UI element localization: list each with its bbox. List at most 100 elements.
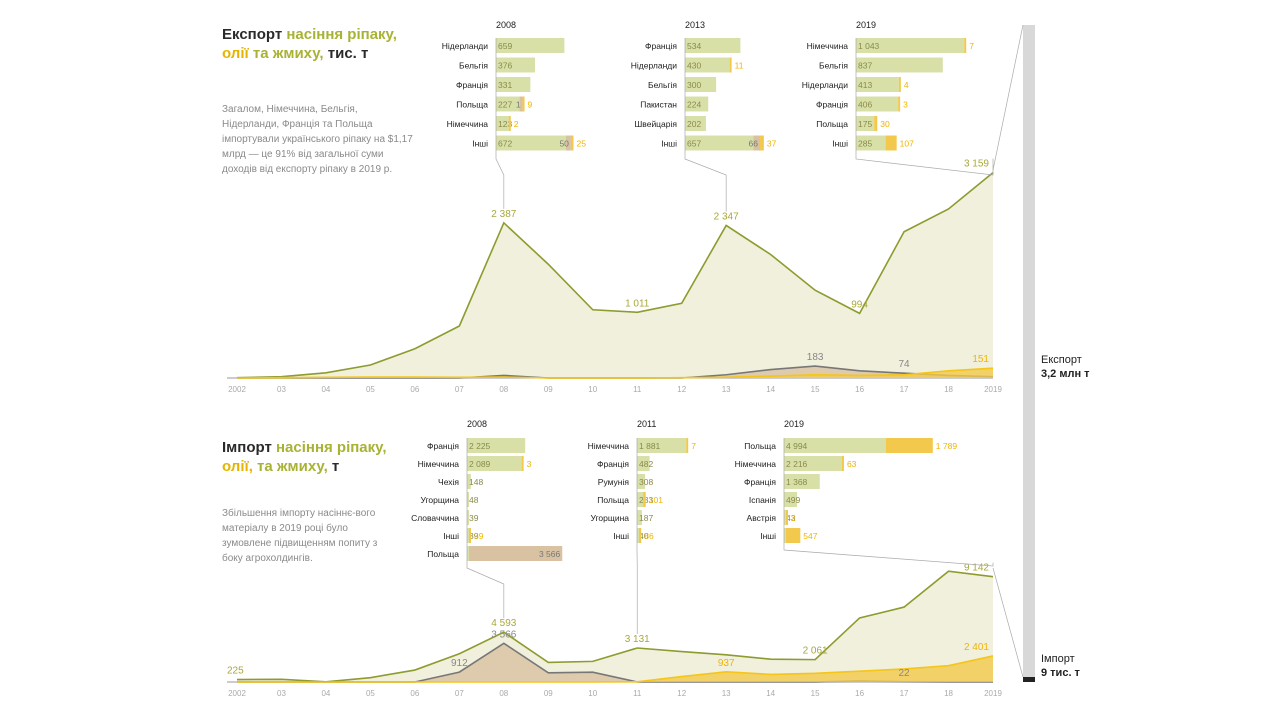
export-scale-connector — [992, 24, 1024, 171]
import-breakdown-seed-value: 48 — [469, 495, 479, 505]
export-breakdown-seed-bar — [685, 57, 730, 73]
export-breakdown-country: Німеччина — [447, 119, 489, 129]
export-breakdown-oil-value: 3 — [903, 100, 908, 110]
export-breakdown-seed-bar — [496, 116, 509, 131]
import-breakdown-oil-value: 39 — [474, 531, 484, 541]
export-value-label: 74 — [898, 359, 910, 370]
export-breakdown-oil-bar — [898, 77, 901, 92]
import-breakdown-oil-value: 1 789 — [936, 441, 958, 451]
export-breakdown-seed-value: 285 — [858, 139, 872, 149]
export-breakdown-meal-bar — [753, 135, 761, 151]
import-breakdown-seed-bar — [467, 438, 526, 453]
import-x-tick: 04 — [321, 689, 330, 698]
import-breakdown-seed-value: 148 — [469, 477, 483, 487]
import-breakdown-oil-bar — [786, 528, 801, 543]
import-breakdown-seed-value: 1 881 — [639, 441, 661, 451]
import-breakdown-seed-bar — [637, 528, 639, 543]
export-breakdown-seed-bar — [496, 57, 536, 73]
import-breakdown-oil-bar — [639, 528, 642, 543]
import-breakdown-seed-bar — [637, 510, 642, 525]
export-breakdown-oil-bar — [874, 116, 878, 131]
export-x-tick: 18 — [944, 385, 953, 394]
import-x-tick: 13 — [722, 689, 731, 698]
import-x-tick: 12 — [677, 689, 686, 698]
export-x-tick: 08 — [499, 385, 508, 394]
export-breakdown-meal-value: 66 — [749, 139, 759, 149]
export-breakdown-country: Польща — [456, 100, 488, 110]
export-breakdown-seed-value: 331 — [498, 80, 512, 90]
export-description: Загалом, Німеччина, Бельгія, Нідерланди,… — [222, 104, 413, 175]
import-breakdown-year: 2011 — [637, 419, 656, 429]
import-breakdown-seed-bar — [467, 456, 522, 471]
export-breakdown-oil-bar — [729, 57, 732, 73]
import-breakdown-seed-value: 233 — [639, 495, 653, 505]
import-x-tick: 10 — [588, 689, 597, 698]
import-breakdown-seed-value: 39 — [469, 531, 479, 541]
import-x-tick: 14 — [766, 689, 775, 698]
import-value-label: 3 131 — [625, 634, 650, 645]
import-breakdown-country: Німеччина — [588, 441, 630, 451]
export-x-tick: 14 — [766, 385, 775, 394]
export-breakdown-country: Німеччина — [807, 41, 849, 51]
import-breakdown-country: Угорщина — [590, 513, 629, 523]
export-x-tick: 17 — [900, 385, 909, 394]
export-breakdown-seed-bar — [856, 116, 875, 131]
import-breakdown-seed-value: 43 — [786, 513, 796, 523]
export-breakdown-country: Нідерланди — [442, 41, 488, 51]
import-breakdown-seed-bar — [784, 456, 842, 471]
import-breakdown-seed-bar — [467, 474, 471, 489]
import-oil-area — [237, 655, 993, 682]
import-value-label: 912 — [451, 658, 468, 669]
export-value-label: 3 159 — [964, 159, 989, 170]
export-breakdown-oil-value: 37 — [767, 139, 777, 149]
export-breakdown-seed-value: 175 — [858, 119, 872, 129]
export-breakdown-seed-value: 430 — [687, 61, 701, 71]
export-x-tick: 04 — [321, 385, 330, 394]
export-breakdown-oil-value: 4 — [904, 80, 909, 90]
export-value-label: 2 387 — [491, 209, 516, 220]
import-breakdown-seed-value: 482 — [639, 459, 653, 469]
import-breakdown-seed-value: 2 216 — [786, 459, 808, 469]
export-breakdown-oil-bar — [522, 96, 525, 112]
import-breakdown-country: Іспанія — [749, 495, 777, 505]
import-breakdown-seed-value: 40 — [639, 531, 649, 541]
export-breakdown-year: 2019 — [856, 20, 876, 30]
export-x-tick: 09 — [544, 385, 553, 394]
export-x-tick: 03 — [277, 385, 286, 394]
export-breakdown-country: Інші — [832, 139, 848, 149]
import-value-label: 225 — [227, 666, 244, 677]
import-breakdown-country: Словаччина — [411, 513, 459, 523]
export-x-tick: 12 — [677, 385, 686, 394]
import-value-label: 2 061 — [803, 646, 828, 657]
import-x-tick: 08 — [499, 689, 508, 698]
export-title: Експорт насіння ріпаку, олії та жмиху, т… — [222, 26, 397, 62]
import-breakdown-seed-value: 39 — [469, 513, 479, 523]
export-breakdown-seed-value: 672 — [498, 139, 512, 149]
export-breakdown-country: Франція — [456, 80, 488, 90]
export-value-label: 994 — [851, 299, 868, 310]
export-breakdown-country: Нідерланди — [802, 80, 848, 90]
export-breakdown-seed-value: 300 — [687, 80, 701, 90]
import-value-label: 937 — [718, 658, 735, 669]
import-x-tick: 07 — [455, 689, 464, 698]
export-x-tick: 05 — [366, 385, 375, 394]
import-breakdown-seed-value: 2 225 — [469, 441, 491, 451]
import-value-label: 4 593 — [491, 618, 516, 629]
import-total-label: Імпорт 9 тис. т — [1041, 652, 1080, 680]
import-breakdown-oil-bar — [841, 456, 844, 471]
export-breakdown-oil-value: 30 — [880, 119, 890, 129]
import-breakdown-connector — [466, 438, 505, 619]
import-x-tick: 17 — [900, 689, 909, 698]
export-breakdown-oil-value: 25 — [577, 139, 587, 149]
import-breakdown-seed-bar — [637, 474, 646, 489]
import-breakdown-oil-bar — [786, 510, 788, 525]
import-breakdown-country: Польща — [427, 549, 459, 559]
import-breakdown-year: 2019 — [784, 419, 804, 429]
import-breakdown-oil-bar — [686, 438, 689, 453]
import-x-tick: 09 — [544, 689, 553, 698]
import-breakdown-country: Австрія — [747, 513, 777, 523]
import-breakdown-seed-bar — [784, 492, 798, 507]
import-breakdown-seed-value: 308 — [639, 477, 653, 487]
export-total-label: Експорт 3,2 млн т — [1041, 353, 1090, 381]
